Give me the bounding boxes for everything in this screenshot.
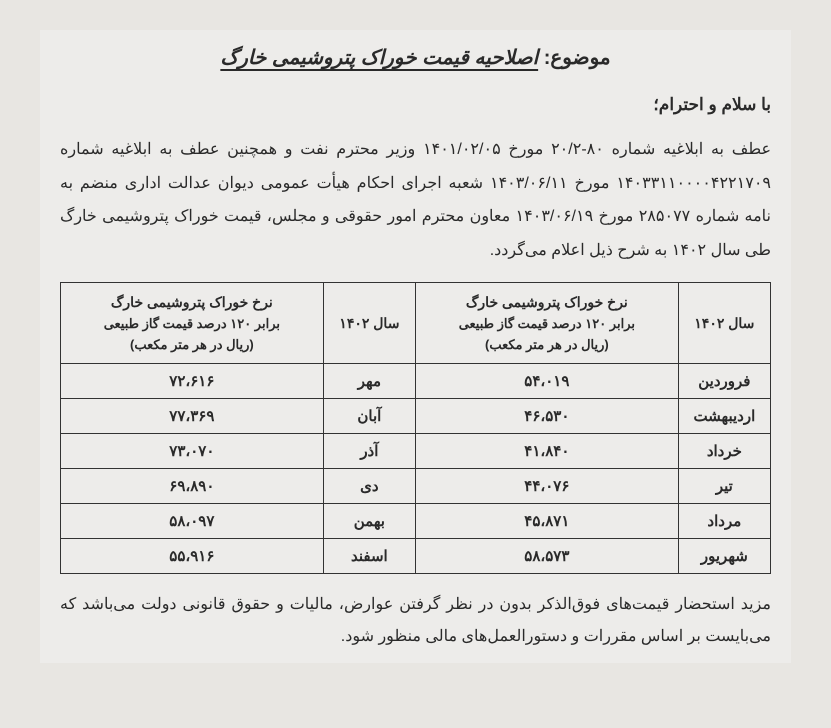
body-paragraph: عطف به ابلاغیه شماره ۸۰-۲۰/۲ مورخ ۱۴۰۱/۰… — [60, 133, 771, 267]
rate-cell: ۷۷،۳۶۹ — [61, 399, 324, 434]
table-row: اردیبهشت ۴۶،۵۳۰ آبان ۷۷،۳۶۹ — [61, 399, 771, 434]
rate-cell: ۴۵،۸۷۱ — [416, 504, 679, 539]
month-cell: فروردین — [678, 364, 770, 399]
month-cell: شهریور — [678, 539, 770, 574]
rate-header-l1b: نرخ خوراک پتروشیمی خارگ — [111, 294, 273, 310]
title-prefix: موضوع: — [544, 47, 611, 69]
price-table: سال ۱۴۰۲ نرخ خوراک پتروشیمی خارگ برابر ۱… — [60, 282, 771, 574]
title-main: اصلاحیه قیمت خوراک پتروشیمی خارگ — [220, 47, 538, 69]
header-rate-left: نرخ خوراک پتروشیمی خارگ برابر ۱۲۰ درصد ق… — [61, 283, 324, 364]
header-rate-right: نرخ خوراک پتروشیمی خارگ برابر ۱۲۰ درصد ق… — [416, 283, 679, 364]
table-body: فروردین ۵۴،۰۱۹ مهر ۷۲،۶۱۶ اردیبهشت ۴۶،۵۳… — [61, 364, 771, 574]
rate-cell: ۴۱،۸۴۰ — [416, 434, 679, 469]
table-row: خرداد ۴۱،۸۴۰ آذر ۷۳،۰۷۰ — [61, 434, 771, 469]
greeting-text: با سلام و احترام؛ — [60, 95, 771, 115]
rate-cell: ۵۸،۵۷۳ — [416, 539, 679, 574]
month-cell: تیر — [678, 469, 770, 504]
rate-header-l2: برابر ۱۲۰ درصد قیمت گاز طبیعی — [422, 314, 672, 335]
month-cell: مهر — [323, 364, 415, 399]
month-cell: دی — [323, 469, 415, 504]
rate-cell: ۴۴،۰۷۶ — [416, 469, 679, 504]
rate-cell: ۵۴،۰۱۹ — [416, 364, 679, 399]
month-cell: مرداد — [678, 504, 770, 539]
rate-header-l3: (ریال در هر متر مکعب) — [422, 335, 672, 356]
table-row: تیر ۴۴،۰۷۶ دی ۶۹،۸۹۰ — [61, 469, 771, 504]
rate-cell: ۷۳،۰۷۰ — [61, 434, 324, 469]
table-row: مرداد ۴۵،۸۷۱ بهمن ۵۸،۰۹۷ — [61, 504, 771, 539]
footer-paragraph: مزید استحضار قیمت‌های فوق‌الذکر بدون در … — [60, 589, 771, 653]
rate-cell: ۵۵،۹۱۶ — [61, 539, 324, 574]
month-cell: بهمن — [323, 504, 415, 539]
rate-header-l3b: (ریال در هر متر مکعب) — [67, 335, 317, 356]
rate-cell: ۷۲،۶۱۶ — [61, 364, 324, 399]
table-row: فروردین ۵۴،۰۱۹ مهر ۷۲،۶۱۶ — [61, 364, 771, 399]
month-cell: اردیبهشت — [678, 399, 770, 434]
rate-cell: ۴۶،۵۳۰ — [416, 399, 679, 434]
header-year-right: سال ۱۴۰۲ — [678, 283, 770, 364]
rate-header-l1: نرخ خوراک پتروشیمی خارگ — [466, 294, 628, 310]
table-row: شهریور ۵۸،۵۷۳ اسفند ۵۵،۹۱۶ — [61, 539, 771, 574]
document-title: موضوع: اصلاحیه قیمت خوراک پتروشیمی خارگ — [60, 45, 771, 70]
month-cell: خرداد — [678, 434, 770, 469]
rate-cell: ۶۹،۸۹۰ — [61, 469, 324, 504]
table-header-row: سال ۱۴۰۲ نرخ خوراک پتروشیمی خارگ برابر ۱… — [61, 283, 771, 364]
rate-cell: ۵۸،۰۹۷ — [61, 504, 324, 539]
month-cell: آبان — [323, 399, 415, 434]
document-page: موضوع: اصلاحیه قیمت خوراک پتروشیمی خارگ … — [40, 30, 791, 663]
rate-header-l2b: برابر ۱۲۰ درصد قیمت گاز طبیعی — [67, 314, 317, 335]
header-year-left: سال ۱۴۰۲ — [323, 283, 415, 364]
month-cell: آذر — [323, 434, 415, 469]
month-cell: اسفند — [323, 539, 415, 574]
